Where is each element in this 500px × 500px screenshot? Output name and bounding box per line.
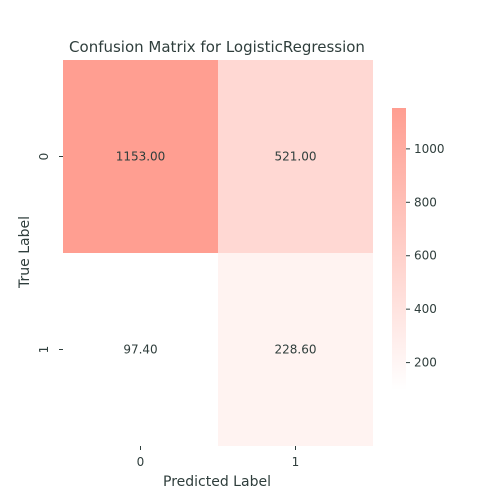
colorbar-tick-label-0: 200 [414, 356, 437, 370]
heatmap-cell-0-1 [218, 60, 373, 253]
chart-title: Confusion Matrix for LogisticRegression [69, 38, 365, 56]
heatmap-cell-1-0 [63, 253, 218, 446]
y-axis-label: True Label [17, 216, 33, 289]
colorbar-ticks: 200 400 600 800 1000 [406, 142, 445, 370]
heatmap-cell-0-0 [63, 60, 218, 253]
heatmap-cell-labels: 1153.00 521.00 97.40 228.60 [116, 150, 317, 357]
y-axis-ticks: 01 [37, 153, 63, 354]
cell-value-label-0-1: 521.00 [275, 150, 317, 164]
y-tick-label-0: 0 [37, 153, 51, 161]
cell-value-label-1-1: 228.60 [275, 343, 317, 357]
y-tick-label-1: 1 [37, 346, 51, 354]
colorbar-tick-label-1: 400 [414, 302, 437, 316]
x-tick-label-1: 1 [292, 455, 300, 469]
colorbar-tick-label-4: 1000 [414, 142, 445, 156]
colorbar-tick-label-2: 600 [414, 249, 437, 263]
x-axis-label: Predicted Label [163, 474, 271, 490]
heatmap-cells [63, 60, 373, 446]
heatmap-cell-1-1 [218, 253, 373, 446]
colorbar-tick-label-3: 800 [414, 195, 437, 209]
cell-value-label-1-0: 97.40 [123, 343, 157, 357]
colorbar [392, 108, 406, 390]
cell-value-label-0-0: 1153.00 [116, 150, 166, 164]
x-tick-label-0: 0 [137, 455, 145, 469]
